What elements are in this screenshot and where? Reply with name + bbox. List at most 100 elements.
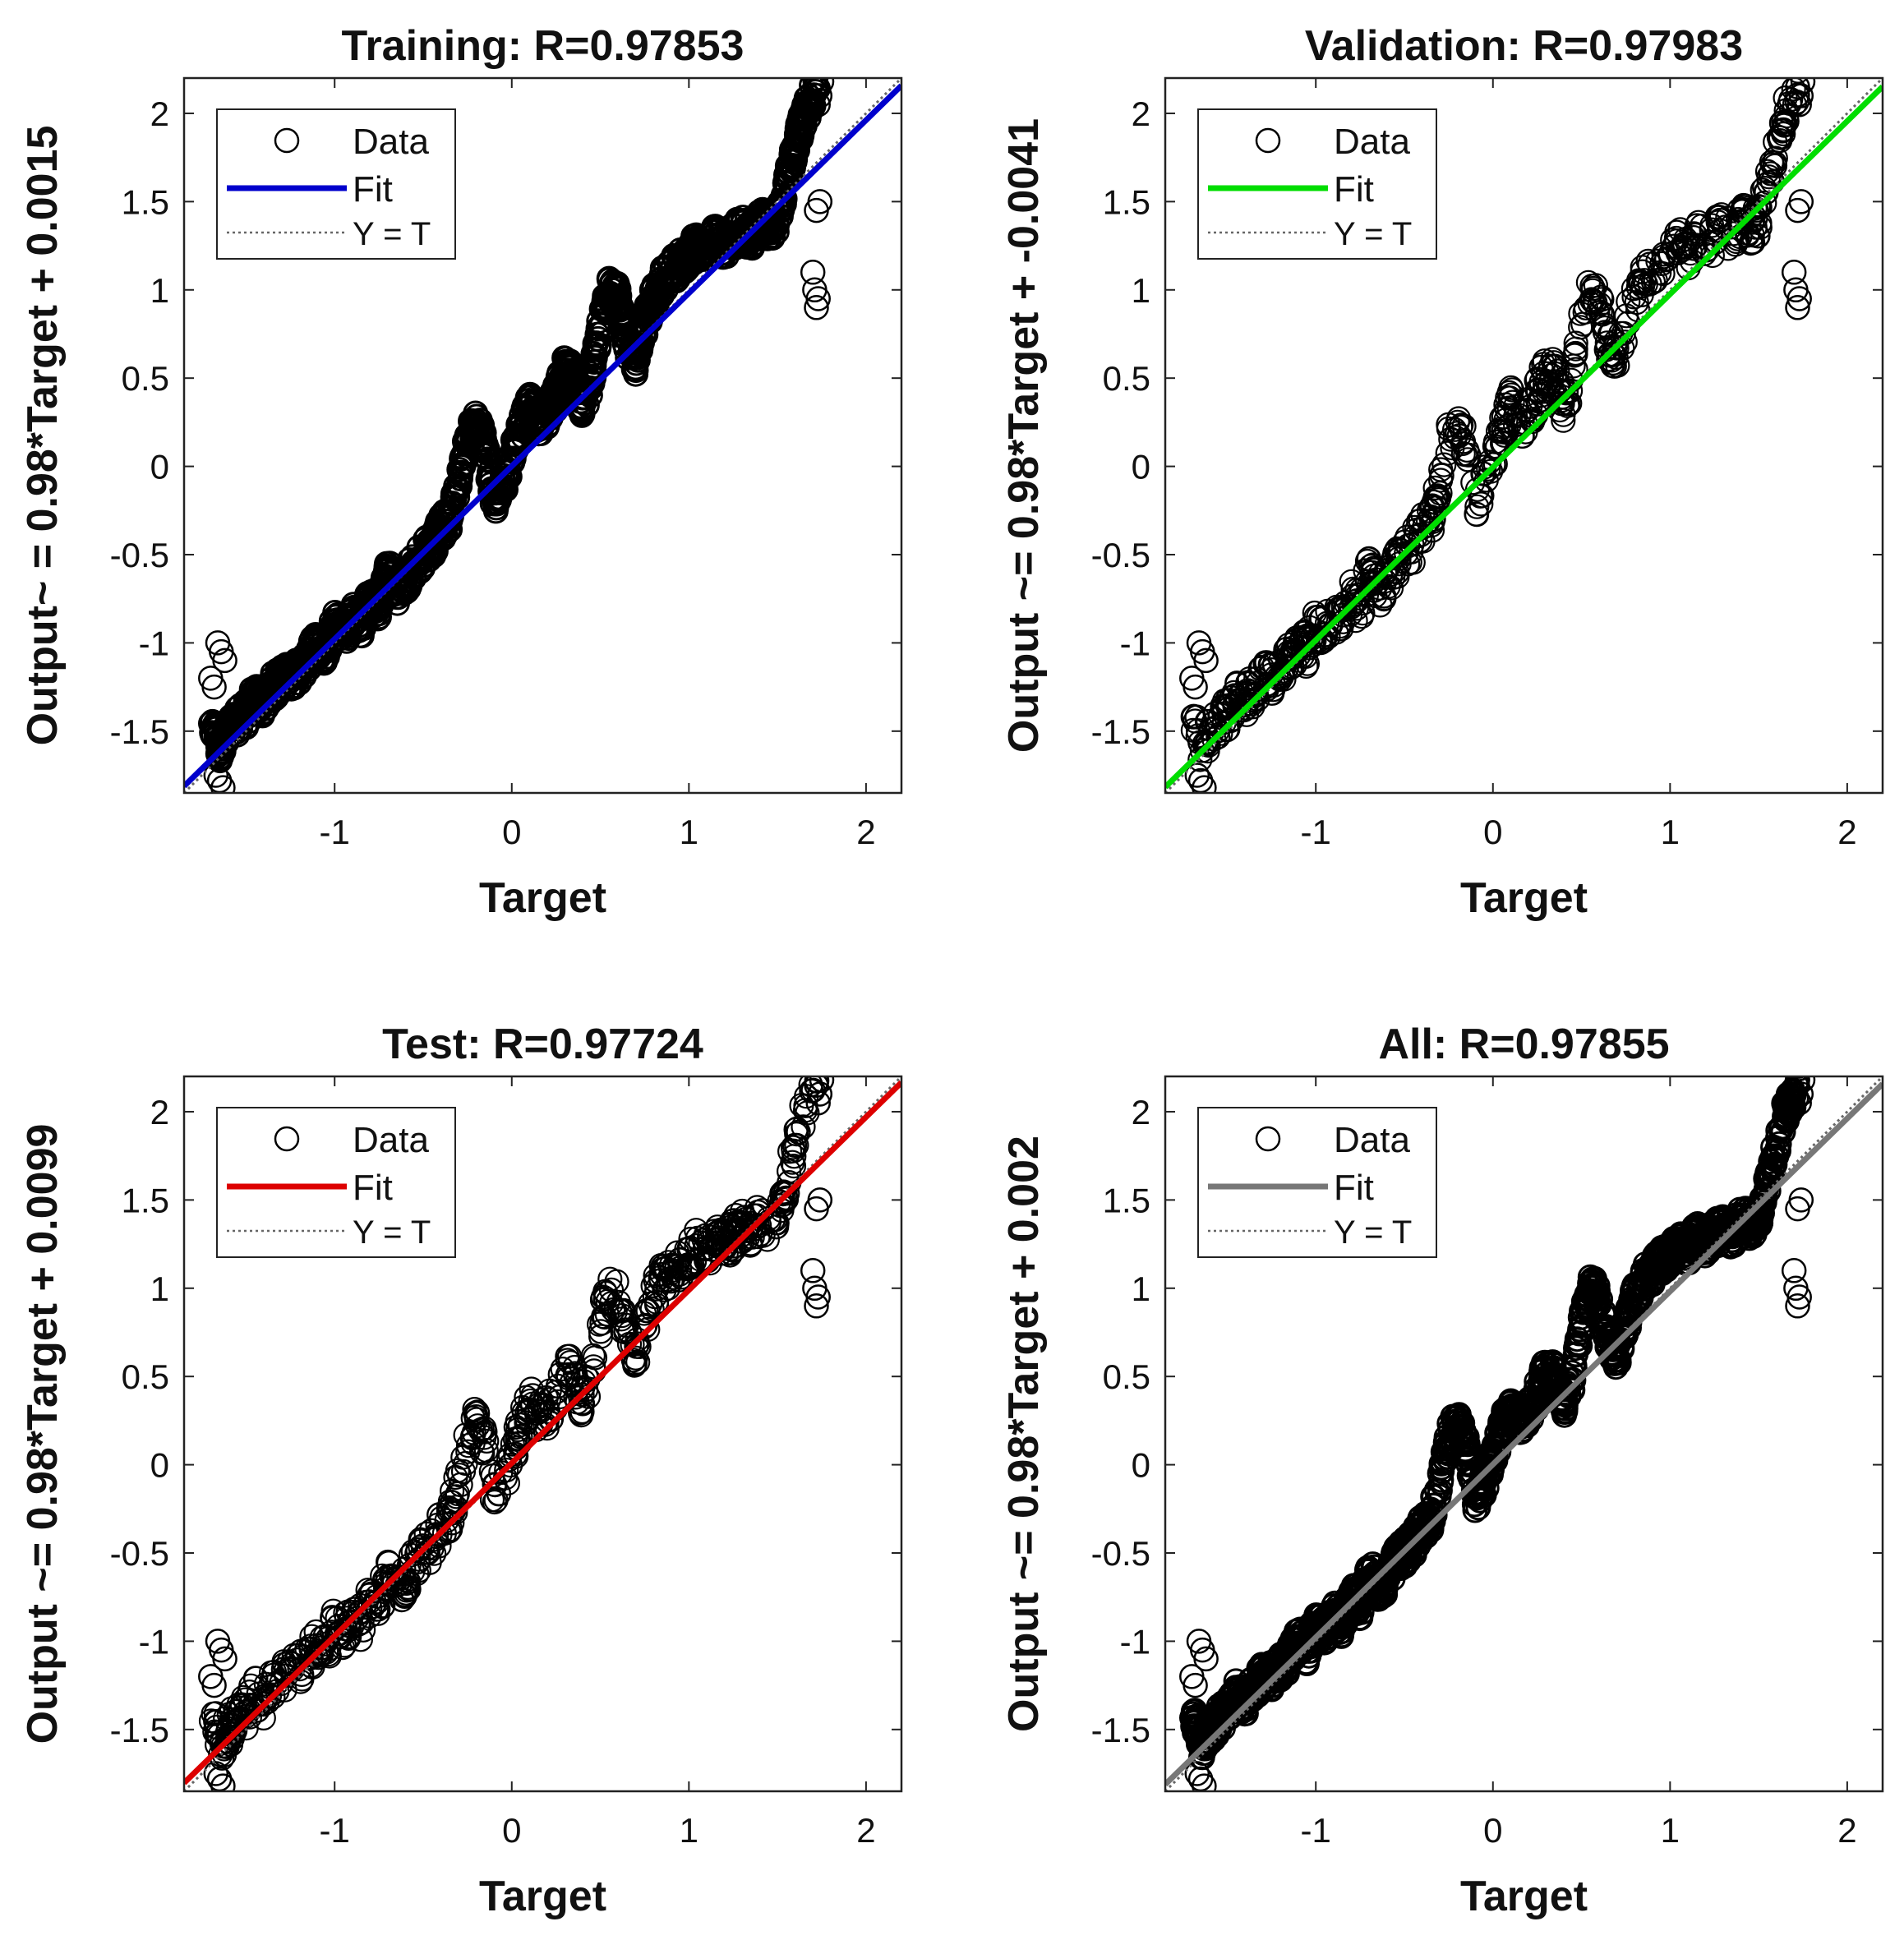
data-point <box>1193 1710 1219 1736</box>
data-point <box>1551 408 1576 433</box>
data-point <box>1445 409 1470 435</box>
data-point <box>1580 278 1606 303</box>
data-point <box>1605 353 1630 378</box>
data-point <box>1788 1076 1809 1082</box>
legend-data-marker <box>1255 1126 1281 1152</box>
data-point <box>1469 483 1495 509</box>
data-point <box>1487 1408 1514 1435</box>
data-point <box>1193 1646 1219 1672</box>
fit-line <box>184 1080 901 1786</box>
data-point <box>500 1431 525 1457</box>
data-point <box>299 632 325 658</box>
data-point <box>635 1316 661 1343</box>
data-point <box>441 485 468 511</box>
data-point <box>330 1634 356 1661</box>
data-point <box>203 1761 229 1786</box>
data-point <box>1676 1226 1702 1252</box>
data-point <box>1690 233 1715 258</box>
data-point <box>773 162 799 188</box>
data-point <box>592 1279 618 1304</box>
data-point <box>805 286 831 311</box>
data-point <box>1616 1315 1642 1341</box>
data-point <box>1785 1076 1810 1098</box>
x-tick-label: 2 <box>856 1811 875 1850</box>
data-point <box>1267 666 1293 693</box>
data-point <box>1781 78 1806 102</box>
x-tick-label: -1 <box>1301 1811 1331 1850</box>
fit-line <box>184 83 901 789</box>
data-point <box>1363 567 1389 592</box>
data-point <box>253 1671 279 1697</box>
data-point <box>1545 358 1570 384</box>
fit-line <box>1165 84 1883 790</box>
data-point <box>588 1324 614 1349</box>
x-tick-label: 2 <box>1837 813 1856 851</box>
data-point <box>1294 1634 1321 1661</box>
x-tick-label: 0 <box>1483 813 1502 851</box>
legend-data-marker <box>274 127 300 154</box>
legend-identity-label: Y = T <box>353 216 431 252</box>
data-point <box>672 256 698 282</box>
chart-title: All: R=0.97855 <box>1378 1021 1669 1068</box>
data-point <box>1404 1522 1429 1548</box>
data-point <box>579 371 606 396</box>
data-point <box>428 518 454 545</box>
data-point <box>353 1589 379 1615</box>
data-point <box>805 1284 831 1310</box>
data-point <box>469 1417 495 1442</box>
data-point <box>1345 1584 1372 1611</box>
data-point <box>763 219 790 245</box>
data-point <box>1425 483 1450 509</box>
data-point <box>1339 569 1364 594</box>
data-point <box>1791 1076 1806 1079</box>
data-point <box>546 360 572 386</box>
x-axis-label: Target <box>479 1873 606 1920</box>
data-point <box>776 1159 802 1184</box>
data-point <box>1435 1444 1461 1470</box>
y-tick-label: 1 <box>1132 1270 1150 1308</box>
legend-fit-label: Fit <box>353 1168 393 1208</box>
axes-box <box>1164 1075 1884 1793</box>
data-point <box>1283 629 1308 655</box>
data-point <box>1577 1270 1603 1297</box>
data-point <box>443 1500 468 1525</box>
data-point <box>588 320 615 347</box>
data-point <box>642 1283 667 1310</box>
y-tick-label: 1 <box>150 271 169 310</box>
data-point <box>597 282 624 308</box>
data-point <box>1383 1543 1409 1569</box>
x-tick-label: 0 <box>502 813 521 851</box>
data-point <box>505 1417 531 1443</box>
data-point <box>592 290 618 316</box>
y-tick-label: 2 <box>1132 94 1150 133</box>
y-tick-label: 0 <box>150 448 169 486</box>
data-point <box>804 197 829 223</box>
data-point <box>1350 601 1376 626</box>
data-point <box>1537 353 1564 379</box>
data-point <box>1553 380 1579 406</box>
data-point <box>1786 91 1812 118</box>
x-tick-label: 0 <box>502 1811 521 1850</box>
x-tick-label: 0 <box>1483 1811 1502 1850</box>
legend-box <box>1197 1107 1437 1258</box>
data-point <box>1642 1246 1668 1272</box>
data-point <box>1549 391 1574 417</box>
data-point <box>1466 1481 1492 1507</box>
data-point <box>203 1701 228 1726</box>
data-point <box>1766 1138 1791 1164</box>
data-point <box>568 1400 593 1426</box>
data-point <box>1289 624 1315 651</box>
data-point <box>1491 1398 1517 1424</box>
data-point <box>1544 1367 1570 1394</box>
data-point <box>691 239 717 265</box>
y-tick-label: -1.5 <box>1091 712 1150 751</box>
data-point <box>203 763 229 788</box>
data-point <box>1261 1664 1287 1689</box>
data-point <box>405 1537 431 1563</box>
data-point <box>391 1556 417 1583</box>
data-point <box>1231 1693 1257 1720</box>
data-point <box>394 1580 419 1606</box>
data-point <box>403 551 430 578</box>
data-point <box>1785 78 1810 99</box>
legend-fit-label: Fit <box>353 169 393 210</box>
